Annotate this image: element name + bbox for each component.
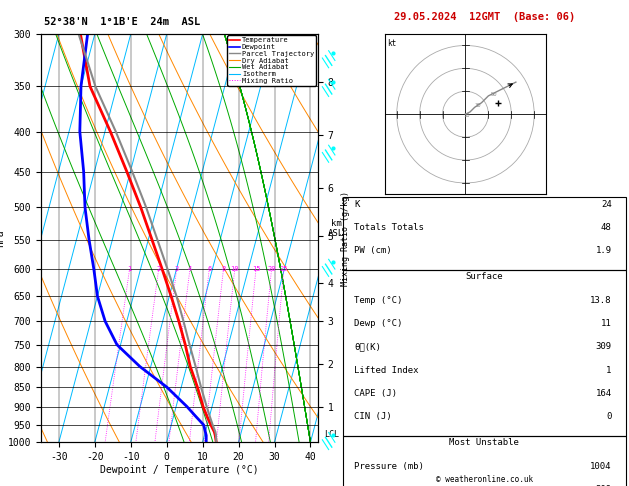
Text: Lifted Index: Lifted Index xyxy=(354,365,419,375)
Text: 52°38'N  1°1B'E  24m  ASL: 52°38'N 1°1B'E 24m ASL xyxy=(44,17,200,27)
Text: CIN (J): CIN (J) xyxy=(354,412,392,421)
Text: Surface: Surface xyxy=(465,273,503,281)
Text: Dewp (°C): Dewp (°C) xyxy=(354,319,403,328)
Text: 13.8: 13.8 xyxy=(590,296,611,305)
Text: θᴄ (K): θᴄ (K) xyxy=(354,485,386,486)
Text: 164: 164 xyxy=(596,389,611,398)
Text: 309: 309 xyxy=(596,485,611,486)
Text: Pressure (mb): Pressure (mb) xyxy=(354,462,424,471)
Text: 0: 0 xyxy=(606,412,611,421)
Text: PW (cm): PW (cm) xyxy=(354,246,392,255)
Text: 25: 25 xyxy=(280,266,288,272)
Text: 10: 10 xyxy=(463,112,470,118)
Text: Temp (°C): Temp (°C) xyxy=(354,296,403,305)
Text: θᴄ(K): θᴄ(K) xyxy=(354,343,381,351)
Bar xyxy=(343,197,626,270)
Text: 15: 15 xyxy=(252,266,260,272)
Text: kt: kt xyxy=(387,38,397,48)
Text: 309: 309 xyxy=(596,343,611,351)
Text: 2: 2 xyxy=(157,266,161,272)
Text: 1: 1 xyxy=(128,266,131,272)
Legend: Temperature, Dewpoint, Parcel Trajectory, Dry Adiabat, Wet Adiabat, Isotherm, Mi: Temperature, Dewpoint, Parcel Trajectory… xyxy=(227,35,316,86)
Text: K: K xyxy=(354,200,360,208)
Text: 1004: 1004 xyxy=(590,462,611,471)
Bar xyxy=(343,270,626,435)
Text: Most Unstable: Most Unstable xyxy=(449,438,520,448)
Text: 1: 1 xyxy=(606,365,611,375)
Text: 20: 20 xyxy=(267,266,276,272)
Text: 29.05.2024  12GMT  (Base: 06): 29.05.2024 12GMT (Base: 06) xyxy=(394,12,575,22)
Text: 11: 11 xyxy=(601,319,611,328)
Bar xyxy=(343,435,626,486)
Text: © weatheronline.co.uk: © weatheronline.co.uk xyxy=(436,474,533,484)
Text: Totals Totals: Totals Totals xyxy=(354,223,424,232)
Text: 24: 24 xyxy=(601,200,611,208)
Text: 4: 4 xyxy=(188,266,192,272)
Text: CAPE (J): CAPE (J) xyxy=(354,389,397,398)
Text: 48: 48 xyxy=(601,223,611,232)
Y-axis label: hPa: hPa xyxy=(0,229,5,247)
Text: 10: 10 xyxy=(231,266,239,272)
Text: Mixing Ratio (g/kg): Mixing Ratio (g/kg) xyxy=(342,191,350,286)
X-axis label: Dewpoint / Temperature (°C): Dewpoint / Temperature (°C) xyxy=(100,465,259,475)
Y-axis label: km
ASL: km ASL xyxy=(328,219,344,238)
Text: 30: 30 xyxy=(475,104,481,108)
Text: LCL: LCL xyxy=(325,430,340,439)
Text: 50: 50 xyxy=(491,92,497,97)
Text: 3: 3 xyxy=(175,266,179,272)
Text: 1.9: 1.9 xyxy=(596,246,611,255)
Text: 8: 8 xyxy=(221,266,226,272)
Text: 6: 6 xyxy=(207,266,211,272)
